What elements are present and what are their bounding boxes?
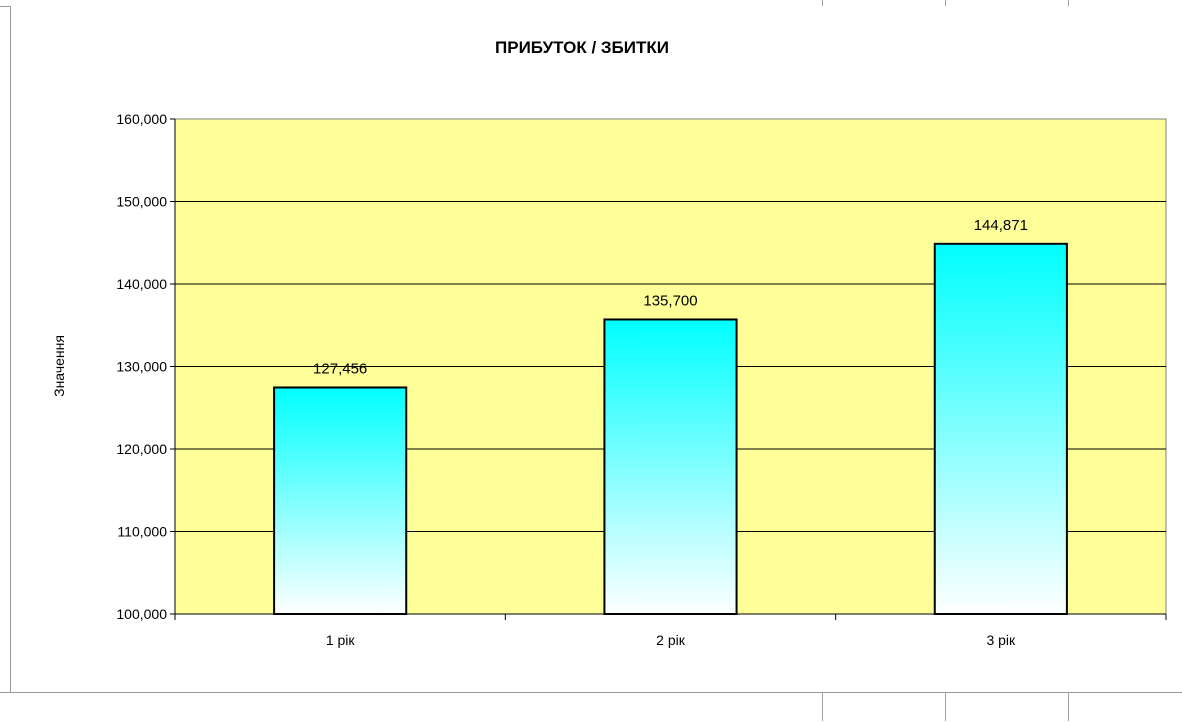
y-tick-label: 110,000 [117, 524, 167, 540]
y-tick-label: 140,000 [116, 276, 167, 292]
y-tick-label: 120,000 [116, 441, 167, 457]
y-tick-label: 100,000 [116, 606, 167, 622]
cell-divider [1068, 692, 1069, 721]
y-tick-label: 130,000 [116, 359, 167, 375]
x-tick-label: 3 рік [986, 632, 1016, 648]
x-tick-label: 1 рік [326, 632, 356, 648]
chart-area[interactable]: ПРИБУТОК / ЗБИТКИ 127,456 135,700 144,871 … [10, 6, 1182, 692]
x-tick-label: 2 рік [656, 632, 686, 648]
cell-divider [945, 0, 946, 6]
cell-divider [1068, 0, 1069, 6]
cell-divider [822, 0, 823, 6]
bars [273, 242, 1068, 616]
y-axis-label: Значення [51, 335, 67, 397]
cell-divider [822, 692, 823, 721]
chart-title: ПРИБУТОК / ЗБИТКИ [495, 38, 669, 57]
y-axis: 100,000 110,000 120,000 130,000 140,000 150,0… [116, 111, 176, 622]
data-label: 135,700 [643, 292, 697, 309]
bar [603, 318, 738, 615]
data-label: 127,456 [313, 360, 367, 377]
cell-divider [945, 692, 946, 721]
bar-chart: ПРИБУТОК / ЗБИТКИ 127,456135,700144,871 … [51, 38, 1167, 648]
y-tick-label: 160,000 [116, 111, 167, 127]
sheet-row-bottom [0, 692, 1182, 722]
bar [273, 386, 408, 615]
x-axis: 1 рік 2 рік 3 рік [174, 613, 1167, 648]
data-label: 144,871 [974, 217, 1028, 234]
y-tick-label: 150,000 [116, 194, 167, 210]
data-labels: 127,456 135,700 144,871 [313, 217, 1028, 378]
bar [933, 242, 1068, 616]
